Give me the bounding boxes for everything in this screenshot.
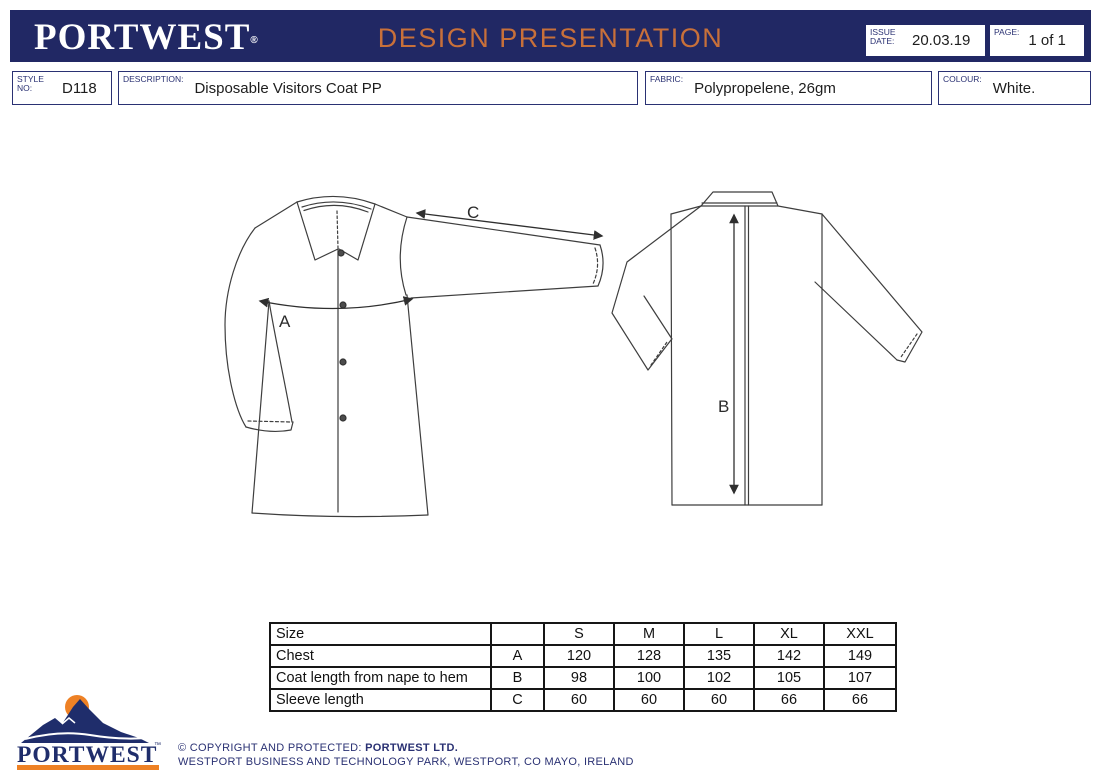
measure-label-c: C bbox=[467, 203, 479, 222]
copyright-prefix: © COPYRIGHT AND PROTECTED: bbox=[178, 742, 366, 754]
sleeve-measure-arrow bbox=[415, 209, 604, 240]
page-number-box: PAGE: 1 of 1 bbox=[990, 25, 1084, 56]
colour-value: White. bbox=[992, 79, 1036, 97]
size-table-cell: A bbox=[490, 644, 545, 668]
size-table-cell: 107 bbox=[823, 666, 897, 690]
chest-measure-arrow bbox=[258, 296, 414, 310]
measure-label-b: B bbox=[718, 397, 729, 416]
description-box: DESCRIPTION: Disposable Visitors Coat PP bbox=[118, 71, 638, 105]
style-no-box: STYLE NO: D118 bbox=[12, 71, 112, 105]
size-table-cell: C bbox=[490, 688, 545, 712]
size-table-header-cell: S bbox=[543, 622, 615, 646]
style-no-value: D118 bbox=[62, 79, 97, 97]
logo-mountain-icon bbox=[21, 699, 149, 743]
button bbox=[339, 414, 347, 422]
brand-wordmark: PORTWEST® bbox=[34, 16, 259, 59]
size-table-cell: 105 bbox=[753, 666, 825, 690]
address-line: WESTPORT BUSINESS AND TECHNOLOGY PARK, W… bbox=[178, 756, 634, 768]
registered-mark: ® bbox=[250, 35, 259, 46]
size-table-cell: Chest bbox=[269, 644, 492, 668]
size-table-cell: 66 bbox=[823, 688, 897, 712]
size-table-cell: 135 bbox=[683, 644, 755, 668]
size-table-cell: B bbox=[490, 666, 545, 690]
size-table-header-cell: XL bbox=[753, 622, 825, 646]
measure-label-a: A bbox=[279, 312, 291, 331]
header-band: PORTWEST® DESIGN PRESENTATION ISSUE DATE… bbox=[10, 10, 1091, 62]
button bbox=[339, 301, 347, 309]
size-table-cell: 102 bbox=[683, 666, 755, 690]
logo-tm-mark: ™ bbox=[154, 742, 161, 749]
technical-drawings: A C B bbox=[224, 191, 923, 518]
brand-text: PORTWEST bbox=[34, 17, 251, 58]
size-table-header-cell: XXL bbox=[823, 622, 897, 646]
issue-date-label: ISSUE DATE: bbox=[870, 27, 896, 47]
copyright-line: © COPYRIGHT AND PROTECTED: PORTWEST LTD. bbox=[178, 741, 634, 755]
size-table-cell: Sleeve length bbox=[269, 688, 492, 712]
size-table-row-chest: Chest A 120 128 135 142 149 bbox=[269, 644, 897, 668]
page-title: DESIGN PRESENTATION bbox=[377, 23, 724, 53]
page-value: 1 of 1 bbox=[1028, 32, 1066, 49]
style-no-label: STYLE NO: bbox=[17, 74, 44, 94]
issue-date-value: 20.03.19 bbox=[912, 32, 971, 49]
colour-label: COLOUR: bbox=[943, 74, 982, 84]
description-label: DESCRIPTION: bbox=[123, 74, 184, 84]
size-table-header-row: Size S M L XL XXL bbox=[269, 622, 897, 646]
size-table-header-cell: M bbox=[613, 622, 685, 646]
fabric-label: FABRIC: bbox=[650, 74, 684, 84]
front-view-drawing bbox=[224, 195, 604, 518]
logo-underline-bar bbox=[17, 765, 159, 770]
portwest-logo: PORTWEST ™ bbox=[17, 695, 161, 770]
size-table-row-coat-length: Coat length from nape to hem B 98 100 10… bbox=[269, 666, 897, 690]
size-table-cell: 98 bbox=[543, 666, 615, 690]
fabric-box: FABRIC: Polypropelene, 26gm bbox=[645, 71, 932, 105]
size-table-header-cell bbox=[490, 622, 545, 646]
size-table-row-sleeve-length: Sleeve length C 60 60 60 66 66 bbox=[269, 688, 897, 712]
fabric-value: Polypropelene, 26gm bbox=[694, 79, 836, 97]
page-label: PAGE: bbox=[994, 27, 1020, 37]
size-table-cell: 60 bbox=[613, 688, 685, 712]
size-table-cell: 128 bbox=[613, 644, 685, 668]
size-table-cell: 100 bbox=[613, 666, 685, 690]
colour-box: COLOUR: White. bbox=[938, 71, 1091, 105]
logo-wordmark: PORTWEST bbox=[17, 742, 157, 768]
size-table-cell: Coat length from nape to hem bbox=[269, 666, 492, 690]
size-table-cell: 142 bbox=[753, 644, 825, 668]
size-table-cell: 120 bbox=[543, 644, 615, 668]
issue-date-box: ISSUE DATE: 20.03.19 bbox=[866, 25, 985, 56]
button bbox=[339, 358, 347, 366]
description-value: Disposable Visitors Coat PP bbox=[194, 79, 382, 97]
size-table-header-cell: Size bbox=[269, 622, 492, 646]
size-table-cell: 60 bbox=[683, 688, 755, 712]
copyright-company: PORTWEST LTD. bbox=[365, 742, 459, 754]
button bbox=[337, 249, 345, 257]
size-table-cell: 66 bbox=[753, 688, 825, 712]
copyright-block: © COPYRIGHT AND PROTECTED: PORTWEST LTD.… bbox=[178, 741, 634, 769]
size-table-cell: 60 bbox=[543, 688, 615, 712]
size-table: Size S M L XL XXL Chest A 120 128 135 14… bbox=[269, 622, 897, 712]
back-view-drawing bbox=[611, 191, 923, 506]
size-table-cell: 149 bbox=[823, 644, 897, 668]
size-table-header-cell: L bbox=[683, 622, 755, 646]
measurement-arrows bbox=[258, 209, 739, 495]
